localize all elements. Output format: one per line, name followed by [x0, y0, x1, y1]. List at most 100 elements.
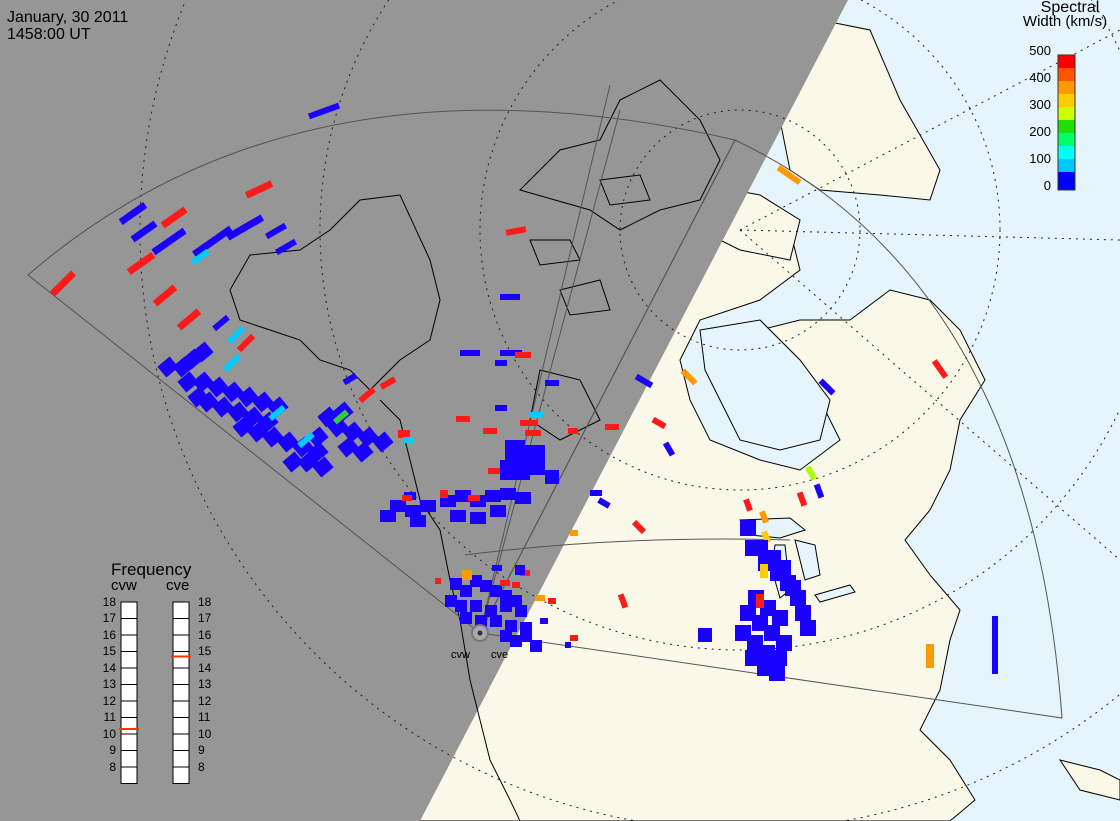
scatter-cell	[190, 248, 210, 266]
freq-left-12: 12	[102, 694, 116, 708]
freq-right-16: 16	[198, 628, 212, 642]
scatter-cell	[236, 333, 256, 353]
scatter-cell	[222, 353, 242, 373]
colorbar-swatch-4	[1058, 107, 1075, 120]
scatter-cell	[535, 595, 545, 601]
scatter-cell	[634, 373, 654, 389]
scatter-cell	[460, 585, 472, 597]
scatter-cell	[515, 565, 525, 575]
colorbar-swatch-9	[1058, 172, 1075, 190]
scatter-cell	[769, 665, 785, 681]
freq-cve-cell	[172, 634, 190, 652]
freq-cvw-cell	[120, 717, 138, 735]
colorbar-tick-500: 500	[1029, 43, 1051, 58]
scatter-cell	[490, 585, 502, 597]
scatter-cell	[468, 495, 480, 501]
scatter-cell	[813, 483, 825, 499]
colorbar-tick-400: 400	[1029, 70, 1051, 85]
lon-line-1	[739, 29, 1120, 231]
scatter-cell	[510, 595, 522, 607]
freq-right-15: 15	[198, 644, 212, 658]
scatter-cell	[520, 630, 532, 642]
scatter-cell	[570, 530, 578, 536]
scatter-cell	[307, 426, 329, 448]
scatter-cell	[743, 498, 753, 512]
scatter-cell	[530, 412, 544, 418]
freq-cvw-cell	[120, 651, 138, 669]
freq-cvw-cell	[120, 618, 138, 636]
scatter-cell	[197, 391, 219, 413]
freq-cve-cell	[172, 667, 190, 685]
scatter-cell	[785, 580, 801, 596]
colorbar-tick-200: 200	[1029, 124, 1051, 139]
freq-left-17: 17	[102, 611, 116, 625]
scatter-cell	[520, 420, 538, 426]
scatter-cell	[500, 590, 512, 602]
scatter-cell	[485, 605, 497, 617]
scatter-cell	[480, 580, 492, 592]
scatter-cell	[435, 578, 441, 584]
scatter-cell	[337, 436, 359, 458]
lake-huron	[794, 539, 821, 581]
scatter-cell	[515, 605, 527, 617]
freq-cve-cell	[172, 717, 190, 735]
scatter-cell	[771, 650, 787, 666]
scatter-cell	[390, 500, 406, 512]
scatter-cell	[500, 630, 512, 642]
colorbar-title-line2: Width (km/s)	[1022, 13, 1108, 30]
lat-circle-1	[619, 109, 861, 351]
scatter-cell	[297, 451, 319, 473]
scatter-cell	[761, 530, 771, 544]
freq-right-11: 11	[198, 710, 211, 724]
scatter-cell	[740, 520, 756, 536]
scatter-cell	[512, 582, 520, 588]
lat-grid	[139, 0, 1120, 821]
scatter-cell	[262, 426, 284, 448]
scatter-cell	[225, 214, 265, 241]
scatter-cell	[332, 409, 350, 425]
scatter-cell	[470, 512, 486, 524]
scatter-cell	[759, 510, 769, 524]
colorbar-tick-300: 300	[1029, 97, 1051, 112]
scatter-cell	[227, 401, 249, 423]
freq-cve-cell	[172, 733, 190, 751]
freq-left-9: 9	[109, 743, 116, 757]
freq-cvw-cell	[120, 684, 138, 702]
coast-islands-3	[559, 279, 611, 316]
freq-right-17: 17	[198, 611, 212, 625]
scatter-cell	[192, 225, 233, 258]
scatter-cell	[187, 386, 209, 408]
frequency-cve-label: cve	[166, 577, 190, 594]
scatter-cell	[495, 360, 507, 366]
scatter-cell	[756, 594, 764, 608]
scatter-cell	[212, 396, 234, 418]
scatter-cell	[282, 451, 304, 473]
frequency-title: Frequency	[111, 560, 192, 579]
freq-left-11: 11	[103, 710, 116, 724]
scatter-cell	[760, 564, 768, 578]
scatter-cell	[470, 600, 482, 612]
scatter-cell	[380, 510, 396, 522]
scatter-cell	[548, 598, 556, 604]
scatter-cell	[505, 226, 527, 236]
colorbar-frame	[1057, 54, 1076, 191]
freq-cve-cell	[172, 684, 190, 702]
scatter-cell	[267, 396, 289, 418]
scatter-cell	[770, 565, 786, 581]
scatter-cell	[307, 102, 341, 120]
freq-cvw-cell	[120, 634, 138, 652]
scatter-cell	[651, 416, 667, 430]
scatter-cell	[455, 600, 467, 612]
scatter-cell	[804, 465, 818, 481]
freq-cvw-cell	[120, 601, 138, 619]
freq-right-18: 18	[198, 595, 212, 609]
freq-right-13: 13	[198, 677, 212, 691]
scatter-cell	[540, 618, 548, 624]
freq-right-10: 10	[198, 727, 212, 741]
fov-outlines	[27, 84, 1063, 719]
scatter-cell	[212, 314, 230, 332]
freq-cvw-cell	[120, 667, 138, 685]
scatter-cell	[510, 635, 522, 647]
